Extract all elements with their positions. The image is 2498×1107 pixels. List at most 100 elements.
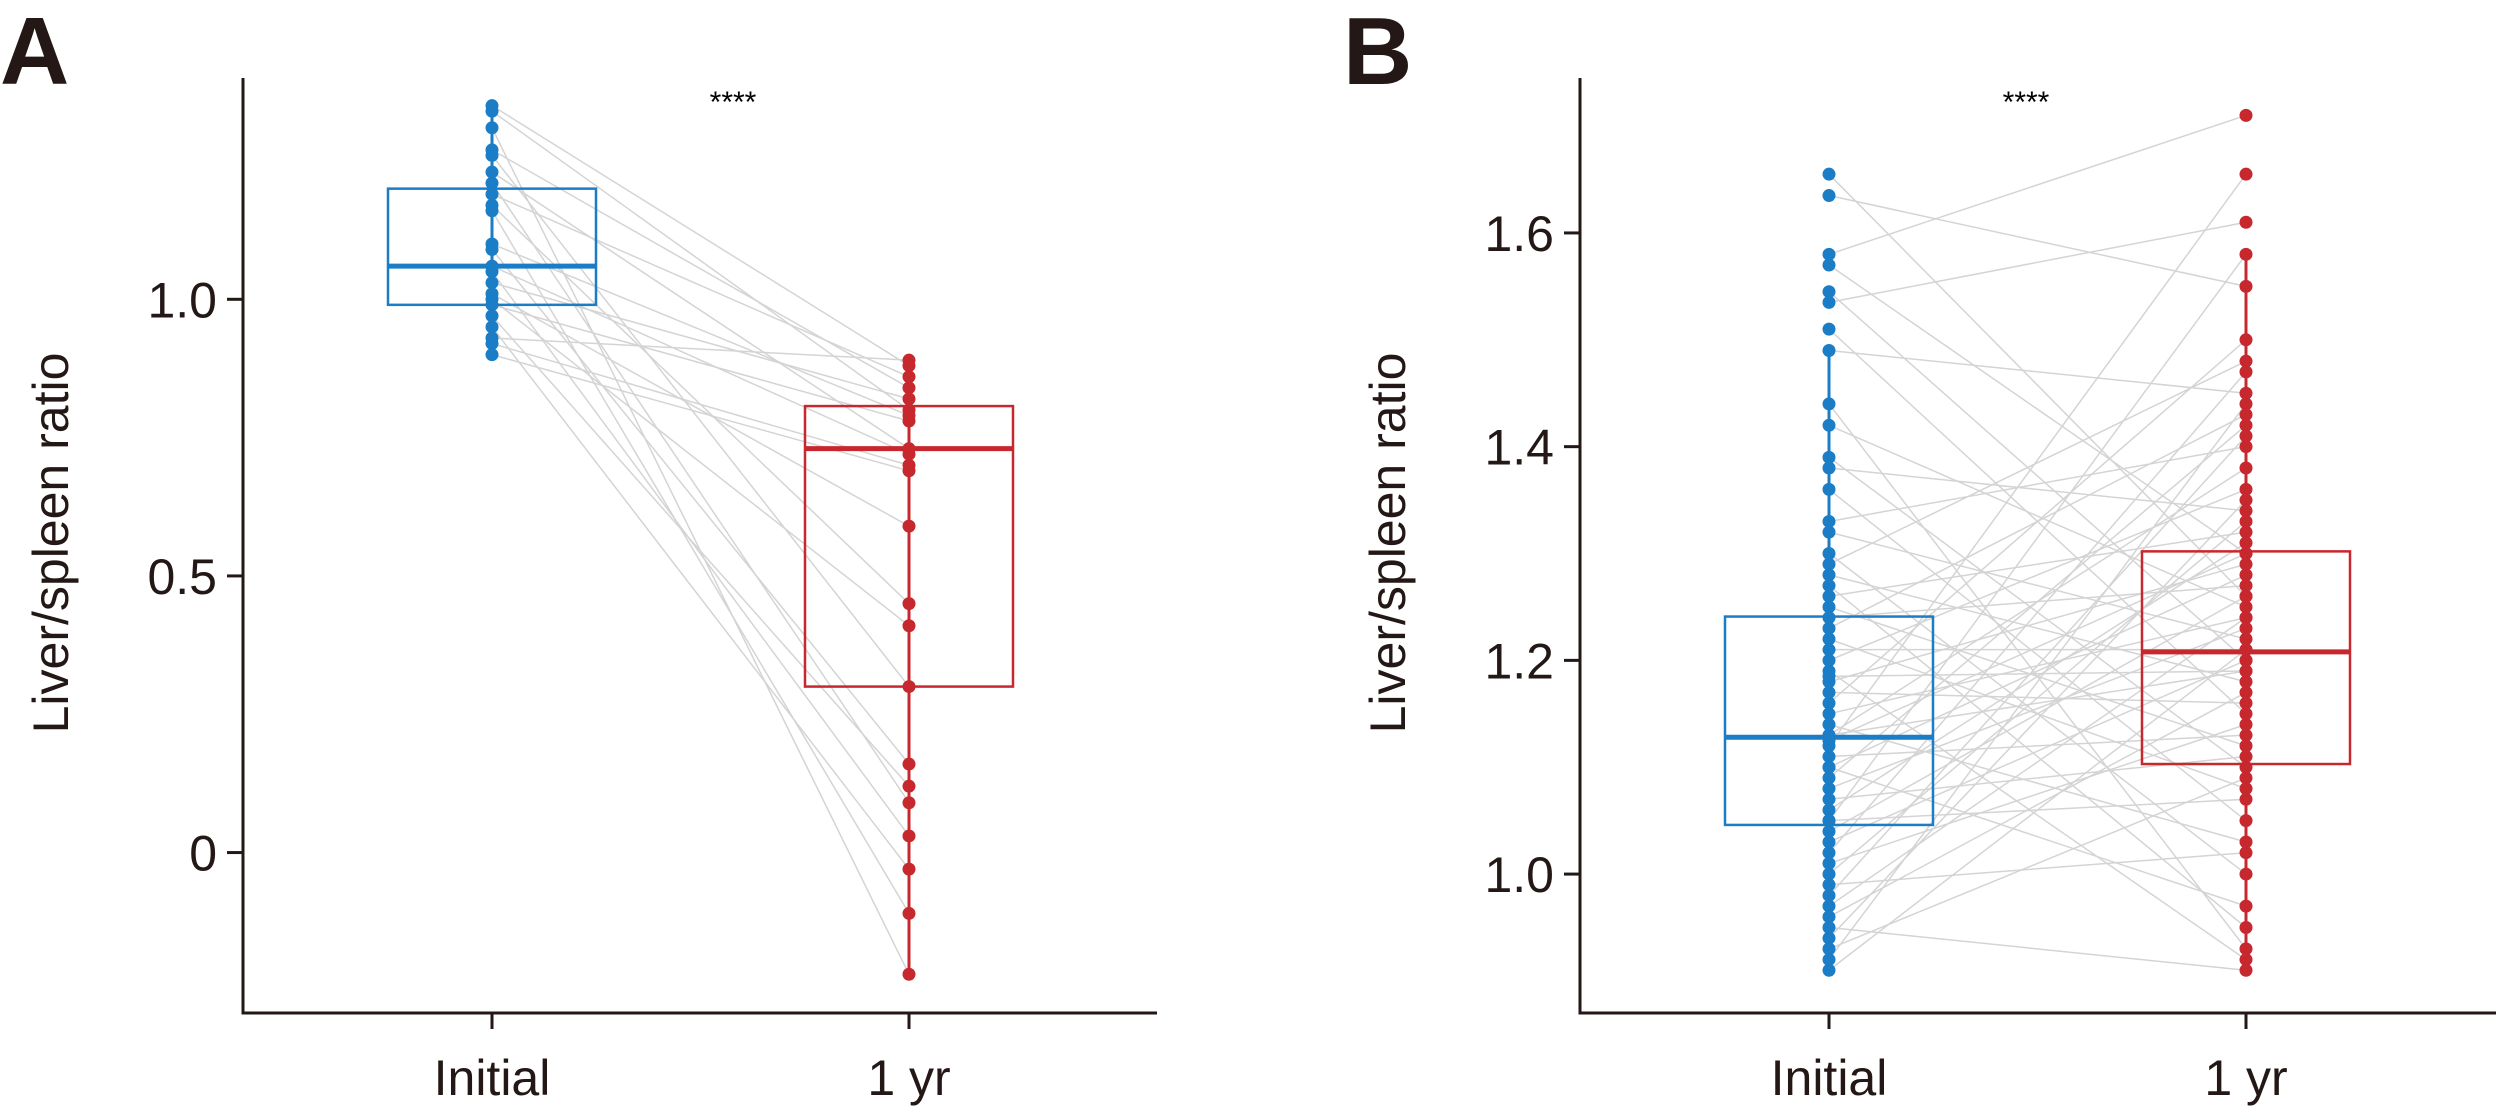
pair-line bbox=[1828, 114, 2247, 256]
pair-line bbox=[1828, 291, 2247, 661]
data-point-1yr bbox=[902, 619, 916, 633]
data-point-1yr bbox=[2239, 814, 2253, 828]
significance-marker-b: **** bbox=[2003, 86, 2050, 119]
pair-line bbox=[1828, 424, 2247, 608]
pair-line bbox=[1828, 173, 2247, 597]
data-point-1yr bbox=[2239, 643, 2253, 657]
pair-line bbox=[491, 105, 910, 367]
data-point-initial bbox=[1822, 771, 1836, 785]
pair-line bbox=[491, 193, 910, 378]
data-point-1yr bbox=[2239, 579, 2253, 593]
data-point-1yr bbox=[902, 353, 916, 367]
x-tick-label-initial-b: Initial bbox=[1771, 1050, 1888, 1106]
data-point-initial bbox=[1822, 899, 1836, 913]
data-point-initial bbox=[1822, 568, 1836, 582]
pair-line bbox=[1828, 659, 2247, 843]
data-point-initial bbox=[1822, 734, 1836, 748]
y-axis-title-b: Liver/spleen ratio bbox=[1360, 353, 1416, 734]
pair-line bbox=[1828, 691, 2247, 918]
data-point-1yr bbox=[2239, 750, 2253, 764]
pair-line bbox=[1828, 264, 2247, 555]
data-point-1yr bbox=[2239, 408, 2253, 422]
data-point-initial bbox=[1822, 579, 1836, 593]
data-point-1yr bbox=[2239, 696, 2253, 710]
data-point-initial bbox=[1822, 621, 1836, 635]
data-point-initial bbox=[1822, 782, 1836, 796]
data-point-1yr bbox=[2239, 675, 2253, 689]
data-point-1yr bbox=[2239, 664, 2253, 678]
data-point-initial bbox=[1822, 167, 1836, 181]
pair-line bbox=[1828, 253, 2247, 822]
data-point-1yr bbox=[2239, 899, 2253, 913]
data-point-initial bbox=[1822, 600, 1836, 614]
data-point-initial bbox=[1822, 750, 1836, 764]
pair-line bbox=[491, 154, 910, 688]
data-point-initial bbox=[485, 337, 499, 351]
data-point-1yr bbox=[2239, 547, 2253, 561]
pair-line bbox=[1828, 777, 2247, 950]
data-point-initial bbox=[1822, 397, 1836, 411]
data-point-1yr bbox=[2239, 921, 2253, 935]
data-point-initial bbox=[1822, 525, 1836, 539]
data-point-initial bbox=[1822, 942, 1836, 956]
data-point-initial bbox=[1822, 888, 1836, 902]
data-point-1yr bbox=[902, 757, 916, 771]
data-point-initial bbox=[1822, 685, 1836, 699]
data-point-1yr bbox=[2239, 760, 2253, 774]
panel-b: B Liver/spleen ratio **** Initial 1 yr 1… bbox=[1343, 0, 2496, 1106]
data-point-1yr bbox=[2239, 963, 2253, 977]
data-point-1yr bbox=[2239, 440, 2253, 454]
data-point-initial bbox=[1822, 461, 1836, 475]
data-point-1yr bbox=[902, 414, 916, 428]
significance-marker-a: **** bbox=[710, 86, 757, 119]
data-point-initial bbox=[1822, 803, 1836, 817]
data-point-initial bbox=[1822, 921, 1836, 935]
data-point-initial bbox=[485, 348, 499, 362]
data-point-1yr bbox=[2239, 846, 2253, 860]
data-point-1yr bbox=[902, 796, 916, 810]
pair-line bbox=[491, 110, 910, 411]
data-point-initial bbox=[1822, 669, 1836, 683]
data-point-initial bbox=[1822, 285, 1836, 299]
data-point-initial bbox=[1822, 792, 1836, 806]
data-point-initial bbox=[1822, 547, 1836, 561]
data-point-1yr bbox=[2239, 792, 2253, 806]
pair-line bbox=[1828, 766, 2247, 907]
data-point-initial bbox=[485, 276, 499, 290]
data-point-1yr bbox=[902, 447, 916, 461]
data-point-initial bbox=[1822, 717, 1836, 731]
pair-line bbox=[491, 342, 910, 466]
x-tick-label-initial-a: Initial bbox=[434, 1050, 551, 1106]
data-point-1yr bbox=[2239, 536, 2253, 550]
pair-line bbox=[491, 249, 910, 765]
data-point-1yr bbox=[2239, 589, 2253, 603]
data-point-initial bbox=[485, 243, 499, 257]
data-point-1yr bbox=[2239, 493, 2253, 507]
data-point-1yr bbox=[2239, 354, 2253, 368]
y-tick-label: 1.0 bbox=[147, 272, 217, 328]
data-point-1yr bbox=[2239, 247, 2253, 261]
pair-line bbox=[1828, 552, 2247, 742]
pair-line bbox=[1828, 403, 2247, 961]
pair-line bbox=[1828, 488, 2247, 662]
pair-line bbox=[1828, 627, 2247, 790]
data-point-1yr bbox=[902, 967, 916, 981]
data-point-initial bbox=[1822, 343, 1836, 357]
data-point-1yr bbox=[2239, 525, 2253, 539]
data-point-1yr bbox=[2239, 397, 2253, 411]
data-point-initial bbox=[485, 298, 499, 312]
data-point-1yr bbox=[902, 519, 916, 533]
data-point-initial bbox=[1822, 846, 1836, 860]
panel-letter-a: A bbox=[0, 0, 69, 105]
pair-line bbox=[491, 281, 910, 400]
data-point-initial bbox=[1822, 557, 1836, 571]
pair-line bbox=[1828, 424, 2247, 779]
data-point-initial bbox=[485, 104, 499, 118]
data-point-initial bbox=[1822, 953, 1836, 967]
data-point-1yr bbox=[902, 906, 916, 920]
data-point-1yr bbox=[2239, 717, 2253, 731]
data-point-1yr bbox=[902, 370, 916, 384]
data-point-1yr bbox=[902, 779, 916, 793]
data-point-1yr bbox=[2239, 386, 2253, 400]
